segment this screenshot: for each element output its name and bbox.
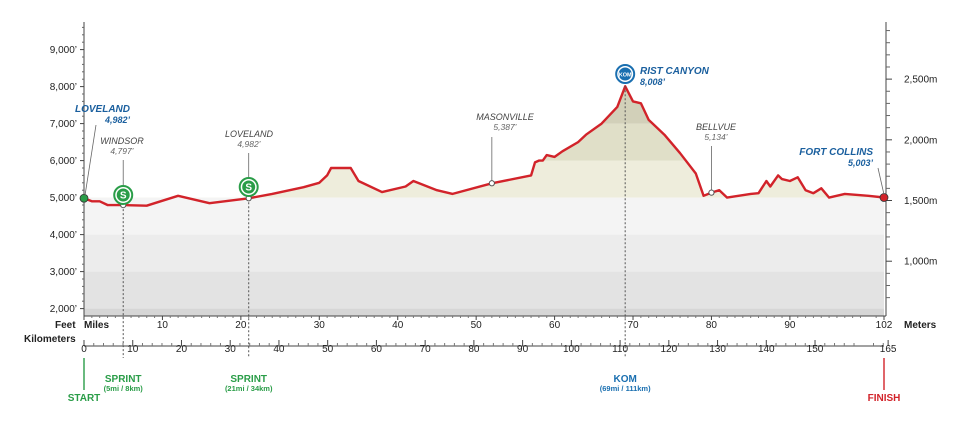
place-dot	[488, 180, 495, 187]
place-elevation-label: 4,982’	[237, 139, 260, 149]
place-name-label: WINDSOR	[100, 136, 144, 146]
km-unit-label: Kilometers	[24, 334, 76, 345]
marker-sprint: S SPRINT(21mi / 34km)	[225, 177, 273, 393]
marker-sprint: S SPRINT(5mi / 8km)	[104, 185, 144, 393]
elevation-band	[84, 197, 884, 235]
km-tick-label: 110	[612, 344, 628, 355]
km-tick-label: 90	[517, 344, 529, 355]
feet-tick-label: 7,000’	[50, 119, 77, 130]
profile-fill-band	[84, 123, 884, 161]
km-tick-label: 40	[273, 344, 285, 355]
start-label: START	[68, 393, 101, 404]
km-tick-label: 80	[468, 344, 480, 355]
marker-finish: FINISH	[868, 358, 901, 404]
place-elevation-label: 5,003’	[848, 158, 874, 168]
finish-label: FINISH	[868, 393, 901, 404]
mile-tick-label: 20	[235, 320, 247, 331]
mile-tick-label: 90	[784, 320, 796, 331]
mile-tick-label: 80	[706, 320, 718, 331]
meters-tick-label: 1,000m	[904, 257, 937, 268]
mile-tick-label: 60	[549, 320, 561, 331]
feet-tick-label: 8,000’	[50, 82, 77, 93]
place-elevation-label: 4,797’	[110, 146, 133, 156]
kom-icon-core	[618, 67, 632, 81]
km-tick-label: 20	[176, 344, 188, 355]
place-elevation-label: 8,008’	[640, 77, 666, 87]
mile-tick-label: 10	[157, 320, 169, 331]
endpoint-dot	[879, 193, 889, 202]
feet-tick-label: 4,000’	[50, 230, 77, 241]
profile-fill-band	[84, 160, 884, 198]
km-tick-label: 140	[758, 344, 775, 355]
place-name-label: LOVELAND	[75, 104, 130, 115]
km-tick-label: 120	[660, 344, 677, 355]
feet-unit-label: Feet	[55, 320, 76, 331]
elevation-band	[84, 308, 884, 316]
place-name-label: RIST CANYON	[640, 66, 710, 77]
sprint-icon-core	[242, 180, 256, 194]
sprint-icon-core	[116, 188, 130, 202]
feet-tick-label: 9,000’	[50, 45, 77, 56]
kom-sub-label: (69mi / 111km)	[600, 384, 651, 393]
kom-label: KOM	[614, 374, 637, 385]
place-dot	[708, 189, 715, 196]
endpoint-dot	[79, 193, 89, 203]
feet-tick-label: 6,000’	[50, 156, 77, 167]
km-tick-label: 0	[81, 344, 87, 355]
meters-tick-label: 2,000m	[904, 135, 937, 146]
sprint-label: SPRINT	[105, 374, 142, 385]
elevation-band	[84, 234, 884, 272]
sprint-icon-glyph: S	[120, 191, 127, 202]
meters-unit-label: Meters	[904, 320, 937, 331]
meters-tick-label: 1,500m	[904, 196, 937, 207]
km-tick-label: 50	[322, 344, 334, 355]
sprint-sub-label: (21mi / 34km)	[225, 384, 273, 393]
miles-unit-label: Miles	[84, 320, 109, 331]
km-tick-label: 165	[880, 344, 897, 355]
place-elevation-label: 4,982’	[104, 115, 131, 125]
mile-tick-label: 30	[314, 320, 326, 331]
km-tick-label: 30	[225, 344, 237, 355]
place-leader-line	[877, 167, 885, 195]
place-name-label: LOVELAND	[225, 129, 274, 139]
kom-icon-glyph: KOM	[619, 73, 632, 79]
km-tick-label: 60	[371, 344, 383, 355]
marker-start: START	[68, 358, 101, 404]
place-name-label: FORT COLLINS	[799, 147, 873, 158]
sprint-sub-label: (5mi / 8km)	[104, 384, 144, 393]
elevation-band	[84, 271, 884, 309]
sprint-label: SPRINT	[230, 374, 267, 385]
mile-tick-label: 70	[627, 320, 639, 331]
place-leader-line	[84, 124, 97, 196]
mile-tick-label: 40	[392, 320, 404, 331]
place-name-label: MASONVILLE	[476, 112, 535, 122]
feet-tick-label: 3,000’	[50, 267, 77, 278]
km-tick-label: 100	[563, 344, 580, 355]
place-elevation-label: 5,134’	[704, 132, 727, 142]
meters-tick-label: 2,500m	[904, 75, 937, 86]
km-tick-label: 150	[807, 344, 824, 355]
km-tick-label: 130	[709, 344, 726, 355]
mile-tick-label: 102	[876, 320, 893, 331]
mile-tick-label: 50	[471, 320, 483, 331]
place-name-label: BELLVUE	[696, 122, 737, 132]
place-elevation-label: 5,387’	[493, 122, 516, 132]
elevation-line	[83, 85, 885, 207]
sprint-icon-glyph: S	[245, 183, 252, 194]
km-tick-label: 70	[420, 344, 432, 355]
feet-tick-label: 2,000’	[50, 304, 77, 315]
km-tick-label: 10	[127, 344, 139, 355]
feet-tick-label: 5,000’	[50, 193, 77, 204]
